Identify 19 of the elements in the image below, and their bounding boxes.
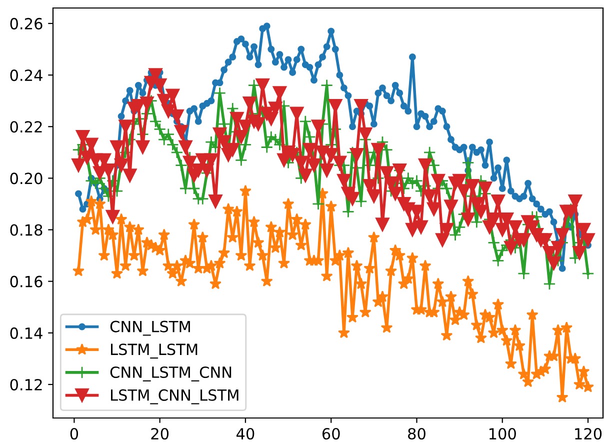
y-tick-label: 0.16 xyxy=(10,276,42,288)
x-tick-label: 0 xyxy=(70,428,78,440)
y-tick-label: 0.22 xyxy=(10,121,42,133)
legend-label: LSTM_CNN_LSTM xyxy=(111,389,238,404)
x-tick-label: 80 xyxy=(408,428,426,440)
legend-label: CNN_LSTM xyxy=(110,320,190,336)
y-tick-label: 0.20 xyxy=(10,172,42,184)
x-tick-label: 20 xyxy=(151,428,169,440)
x-tick-label: 120 xyxy=(575,428,602,440)
y-tick-label: 0.18 xyxy=(10,224,42,236)
x-tick-label: 40 xyxy=(236,428,254,440)
y-tick-label: 0.24 xyxy=(10,70,42,82)
legend-label: LSTM_LSTM xyxy=(111,344,198,359)
y-tick-label: 0.12 xyxy=(10,378,42,390)
x-tick-label: 60 xyxy=(322,428,340,440)
y-tick-label: 0.14 xyxy=(10,327,42,339)
x-tick-label: 100 xyxy=(489,428,516,440)
legend-label: CNN_LSTM_CNN xyxy=(110,366,232,382)
y-tick-label: 0.26 xyxy=(10,18,42,30)
